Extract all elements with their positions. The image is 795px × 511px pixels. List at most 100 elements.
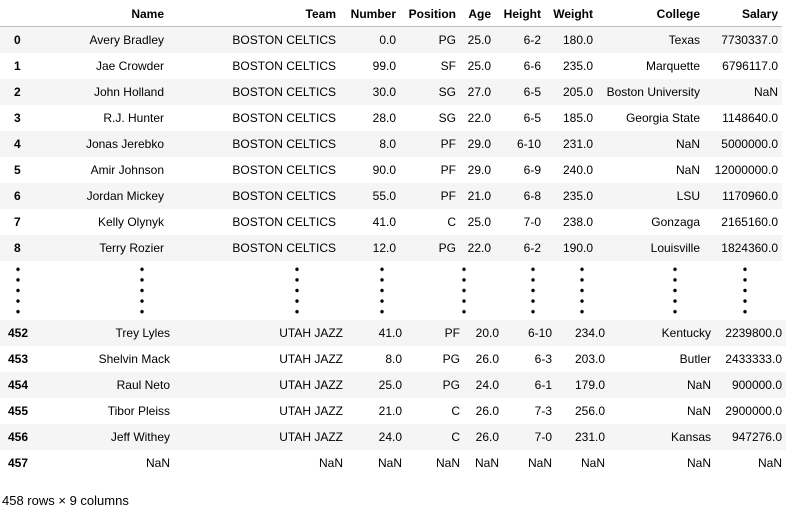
cell-height: 6-3: [534, 352, 552, 366]
cell-college: Texas: [597, 26, 704, 53]
cell-number: 90.0: [372, 163, 396, 177]
column-header-number: Number: [340, 1, 400, 27]
cell-position: C: [447, 215, 456, 229]
cell-height: 7-3: [534, 404, 552, 418]
cell-position: NaN: [435, 456, 460, 470]
cell-salary: 2433333.0: [725, 352, 782, 366]
cell-weight: 190.0: [545, 235, 597, 261]
cell-age: 29.0: [460, 131, 495, 157]
cell-height: 6-9: [523, 163, 541, 177]
cell-salary: 2165160.0: [721, 215, 778, 229]
cell-name: Shelvin Mack: [98, 352, 170, 366]
cell-name: Avery Bradley: [64, 26, 168, 53]
cell-name: NaN: [145, 456, 170, 470]
dataframe-tail-table: 452 Trey Lyles UTAH JAZZ 41.0 PF 20.0 6-10 234.…: [0, 320, 786, 476]
row-index: 454: [0, 372, 50, 398]
cell-team: BOSTON CELTICS: [168, 26, 340, 53]
cell-team: UTAH JAZZ: [174, 372, 347, 398]
cell-weight: NaN: [580, 456, 605, 470]
cell-age: 27.0: [460, 79, 495, 105]
cell-height: 7-0: [523, 215, 541, 229]
row-index: 7: [14, 215, 21, 229]
cell-college: NaN: [686, 456, 711, 470]
cell-salary: 12000000.0: [714, 163, 778, 177]
cell-height: 6-5: [523, 111, 541, 125]
cell-number: 28.0: [372, 111, 396, 125]
cell-age: 29.0: [467, 163, 491, 177]
vertical-ellipsis-icon: [580, 264, 584, 318]
cell-college: Boston University: [597, 79, 704, 105]
cell-name: Raul Neto: [50, 372, 174, 398]
table-row: 452 Trey Lyles UTAH JAZZ 41.0 PF 20.0 6-10 234.…: [0, 320, 786, 346]
cell-name: Jae Crowder: [95, 59, 164, 73]
cell-team: BOSTON CELTICS: [232, 111, 336, 125]
table-row: 4 Jonas Jerebko BOSTON CELTICS 8.0 PF 29.0 6-1…: [0, 131, 782, 157]
cell-weight: 235.0: [562, 59, 593, 73]
cell-team: UTAH JAZZ: [279, 404, 343, 418]
cell-height: 6-2: [495, 235, 545, 261]
cell-age: 25.0: [460, 26, 495, 53]
vertical-ellipsis-icon: [673, 264, 677, 318]
cell-salary: 900000.0: [715, 372, 786, 398]
cell-weight: 231.0: [545, 131, 597, 157]
column-header-salary: Salary: [704, 1, 782, 27]
table-row: 7 Kelly Olynyk BOSTON CELTICS 41.0 C 25.0 7-0 2…: [0, 209, 782, 235]
cell-college: Gonzaga: [651, 215, 700, 229]
cell-height: 7-0: [503, 424, 556, 450]
cell-college: NaN: [609, 372, 715, 398]
cell-college: NaN: [686, 404, 711, 418]
cell-weight: 185.0: [562, 111, 593, 125]
cell-height: 6-5: [495, 79, 545, 105]
column-header-team: Team: [168, 1, 340, 27]
cell-number: 21.0: [378, 404, 402, 418]
row-index: 456: [0, 424, 50, 450]
cell-number: NaN: [377, 456, 402, 470]
cell-team: BOSTON CELTICS: [232, 163, 336, 177]
cell-name: John Holland: [64, 79, 168, 105]
cell-salary: NaN: [757, 456, 782, 470]
vertical-ellipsis-icon: [380, 264, 384, 318]
cell-salary: 2239800.0: [715, 320, 786, 346]
cell-salary: 6796117.0: [722, 59, 778, 73]
cell-height: NaN: [527, 456, 552, 470]
cell-number: 30.0: [340, 79, 400, 105]
cell-age: 22.0: [467, 111, 491, 125]
row-index: 452: [0, 320, 50, 346]
row-index: 6: [0, 183, 64, 209]
cell-position: PF: [440, 163, 456, 177]
cell-number: 55.0: [340, 183, 400, 209]
cell-team: BOSTON CELTICS: [232, 215, 336, 229]
row-index: 453: [8, 352, 29, 366]
row-index: 3: [14, 111, 21, 125]
row-index: 5: [14, 163, 21, 177]
cell-weight: 234.0: [556, 320, 609, 346]
cell-age: 22.0: [460, 235, 495, 261]
cell-position: PF: [400, 183, 460, 209]
cell-college: Marquette: [645, 59, 700, 73]
cell-name: Amir Johnson: [90, 163, 164, 177]
table-body-top: 0 Avery Bradley BOSTON CELTICS 0.0 PG 25.0 6-2…: [0, 26, 782, 261]
cell-number: 24.0: [347, 424, 406, 450]
cell-number: 41.0: [347, 320, 406, 346]
row-index: 455: [8, 404, 29, 418]
cell-number: 25.0: [347, 372, 406, 398]
cell-college: Georgia State: [625, 111, 700, 125]
cell-age: 26.0: [475, 352, 499, 366]
vertical-ellipsis-icon: [295, 264, 299, 318]
cell-name: Jonas Jerebko: [64, 131, 168, 157]
cell-salary: 2900000.0: [725, 404, 782, 418]
cell-weight: 231.0: [556, 424, 609, 450]
ellipsis-row: [0, 264, 795, 318]
cell-number: 12.0: [340, 235, 400, 261]
dataframe-shape-footer: 458 rows × 9 columns: [2, 493, 129, 508]
cell-salary: NaN: [704, 79, 782, 105]
table-row: 454 Raul Neto UTAH JAZZ 25.0 PG 24.0 6-1 179.0 N…: [0, 372, 786, 398]
cell-salary: 1148640.0: [722, 111, 778, 125]
cell-college: Louisville: [597, 235, 704, 261]
column-header-age: Age: [460, 1, 495, 27]
column-header-position: Position: [400, 1, 460, 27]
row-index: 2: [0, 79, 64, 105]
cell-salary: 947276.0: [715, 424, 786, 450]
vertical-ellipsis-icon: [16, 264, 20, 318]
cell-name: Kelly Olynyk: [97, 215, 164, 229]
